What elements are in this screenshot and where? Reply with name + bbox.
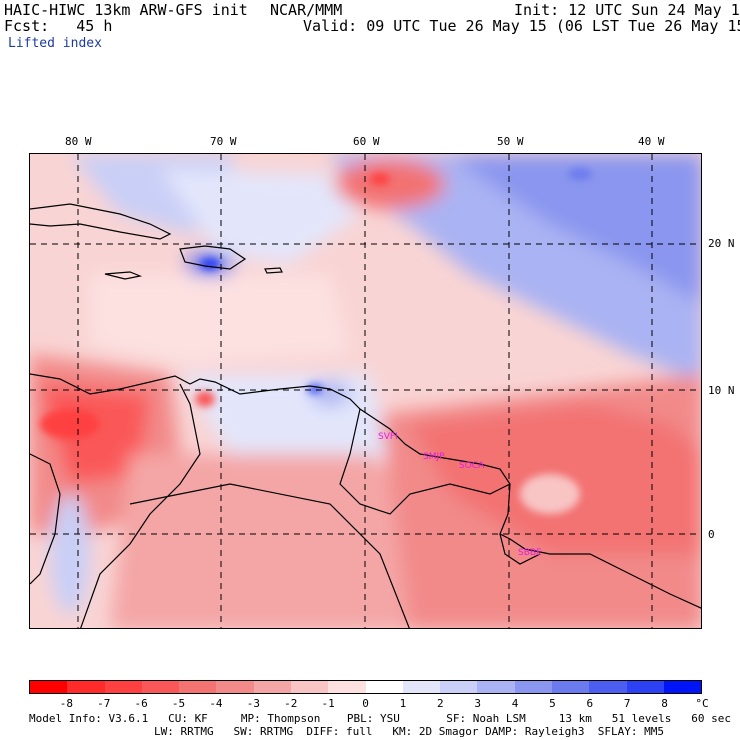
colorbar-segment — [179, 681, 217, 693]
colorbar-segment — [30, 681, 68, 693]
colorbar-segment — [365, 681, 403, 693]
cuba-coast — [30, 203, 172, 240]
colorbar-segment — [626, 681, 664, 693]
colorbar-tick-label: 5 — [549, 697, 556, 710]
lat-label-20n: 20 N — [708, 237, 735, 250]
model-info-line2: LW: RRTMG SW: RRTMG DIFF: full KM: 2D Sm… — [154, 725, 664, 738]
colorbar-tick-label: -8 — [59, 697, 73, 710]
jamaica-coast — [104, 271, 143, 280]
colorbar-segment — [253, 681, 291, 693]
colorbar-segment — [216, 681, 254, 693]
lon-label-60w: 60 W — [353, 135, 380, 148]
colorbar-tick-label: 6 — [586, 697, 594, 710]
colorbar-segment — [477, 681, 515, 693]
puerto-rico-coast — [264, 267, 283, 274]
colorbar-segment — [551, 681, 590, 693]
colorbar — [29, 680, 702, 694]
field-shading — [30, 154, 701, 628]
colorbar-segment — [440, 681, 478, 693]
colorbar-segment — [328, 681, 366, 693]
colorbar-segment — [141, 681, 180, 693]
colorbar-segment — [514, 681, 552, 693]
init-time: Init: 12 UTC Sun 24 May 15 — [514, 1, 740, 19]
colorbar-tick-label: 8 — [661, 697, 668, 710]
colorbar-tick-label: -7 — [97, 697, 111, 710]
station-svfi: SVFI — [378, 432, 398, 442]
lon-label-40w: 40 W — [638, 135, 665, 148]
colorbar-tick-label: 2 — [436, 697, 444, 710]
station-smjp: SMJP — [423, 452, 445, 462]
colorbar-tick-label: 4 — [511, 697, 519, 710]
colorbar-tick-label: -2 — [284, 697, 298, 710]
center-label: NCAR/MMM — [270, 1, 343, 19]
map-canvas — [30, 154, 701, 628]
hispaniola-coast — [179, 245, 247, 270]
colorbar-tick-label: 1 — [399, 697, 407, 710]
colorbar-tick-label: -4 — [209, 697, 223, 710]
model-info-line1: Model Info: V3.6.1 CU: KF MP: Thompson P… — [29, 712, 731, 725]
colorbar-tick-label: -1 — [321, 697, 335, 710]
station-soca: SOCA — [459, 461, 485, 471]
coastlines — [30, 203, 701, 628]
colorbar-segment — [104, 681, 142, 693]
colorbar-segment — [290, 681, 329, 693]
colorbar-tick-label: -5 — [171, 697, 186, 710]
model-title: HAIC-HIWC 13km ARW-GFS init — [4, 1, 248, 19]
lifted-index-map — [29, 153, 702, 629]
colorbar-tick-label: -6 — [134, 697, 148, 710]
colorbar-segment — [67, 681, 105, 693]
colorbar-segment — [402, 681, 441, 693]
colorbar-tick-label: 3 — [474, 697, 481, 710]
lat-label-10n: 10 N — [708, 384, 735, 397]
colorbar-tick-label: -3 — [246, 697, 260, 710]
field-name: Lifted index — [8, 36, 102, 51]
colorbar-tick-label: 7 — [623, 697, 631, 710]
colorbar-segment — [589, 681, 627, 693]
lon-label-50w: 50 W — [497, 135, 524, 148]
lon-label-70w: 70 W — [210, 135, 237, 148]
forecast-hour: Fcst: 45 h — [4, 17, 113, 35]
colorbar-segment — [663, 681, 702, 693]
station-sbbe: SBBE — [518, 548, 542, 558]
colorbar-unit: °C — [695, 697, 709, 710]
graticule — [30, 154, 701, 628]
lon-label-80w: 80 W — [65, 135, 92, 148]
lat-label-eq: 0 — [708, 528, 715, 541]
valid-time: Valid: 09 UTC Tue 26 May 15 (06 LST Tue … — [303, 17, 740, 35]
colorbar-tick-label: 0 — [362, 697, 369, 710]
